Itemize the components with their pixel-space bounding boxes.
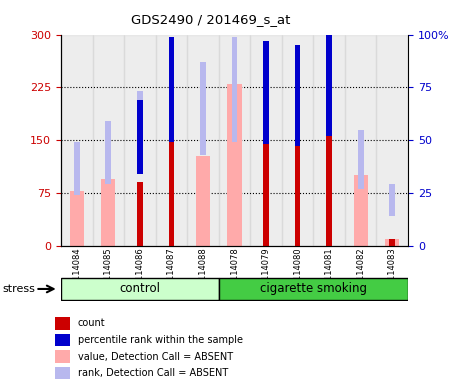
Bar [61, 35, 92, 246]
Bar [69, 191, 84, 246]
Text: percentile rank within the sample: percentile rank within the sample [78, 335, 243, 345]
Bar [377, 35, 408, 246]
Text: count: count [78, 318, 106, 328]
Bar [124, 35, 156, 246]
Bar [55, 334, 69, 346]
Bar [168, 36, 174, 142]
Bar [326, 24, 332, 136]
Bar [55, 367, 69, 379]
Bar [385, 239, 399, 246]
Bar [282, 35, 313, 246]
Bar [326, 74, 332, 246]
Text: stress: stress [2, 284, 35, 294]
Bar [345, 35, 377, 246]
Bar [74, 142, 80, 195]
Bar [263, 101, 269, 246]
Bar [55, 317, 69, 330]
Bar [263, 41, 269, 144]
Bar [187, 35, 219, 246]
Bar [92, 35, 124, 246]
Text: control: control [119, 282, 160, 295]
Bar [219, 35, 250, 246]
Bar [354, 175, 368, 246]
Bar [156, 35, 187, 246]
Bar [61, 278, 219, 300]
Bar [358, 129, 363, 189]
Bar [250, 35, 282, 246]
Text: rank, Detection Call = ABSENT: rank, Detection Call = ABSENT [78, 368, 228, 378]
Bar [168, 94, 174, 246]
Bar [389, 239, 395, 246]
Bar [227, 84, 242, 246]
Bar [389, 184, 395, 216]
Bar [106, 121, 111, 184]
Bar [137, 182, 143, 246]
Bar [137, 91, 143, 170]
Bar [313, 35, 345, 246]
Bar [200, 62, 206, 155]
Text: GDS2490 / 201469_s_at: GDS2490 / 201469_s_at [131, 13, 291, 26]
Bar [196, 156, 210, 246]
Bar [232, 36, 237, 142]
Bar [55, 351, 69, 363]
Bar [295, 45, 301, 146]
Text: cigarette smoking: cigarette smoking [260, 282, 367, 295]
Bar [219, 278, 408, 300]
Bar [101, 179, 115, 246]
Bar [295, 98, 301, 246]
Bar [137, 100, 143, 174]
Text: value, Detection Call = ABSENT: value, Detection Call = ABSENT [78, 352, 233, 362]
